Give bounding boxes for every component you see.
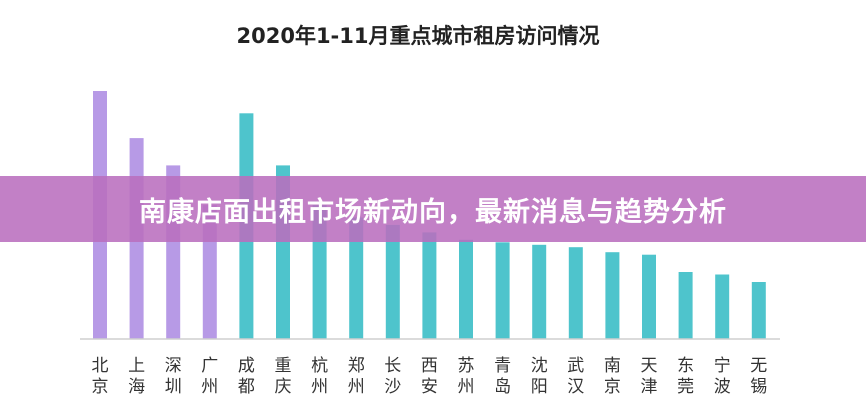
x-tick-label: 深 [165, 356, 182, 376]
x-tick-label: 东 [677, 356, 694, 376]
x-tick-label: 郑 [348, 356, 365, 376]
x-tick-label: 庆 [275, 377, 292, 397]
x-tick-label: 京 [604, 377, 621, 397]
x-tick-label: 州 [311, 377, 328, 397]
x-tick-label: 武 [567, 356, 584, 376]
x-tick-label: 州 [348, 377, 365, 397]
x-tick-label: 沈 [531, 356, 548, 376]
x-tick-label: 天 [641, 356, 658, 376]
x-tick-label: 沙 [384, 377, 401, 397]
x-tick-label: 汉 [567, 377, 584, 397]
chart-title: 2020年1-11月重点城市租房访问情况 [237, 24, 600, 48]
bar-西安 [422, 232, 437, 339]
x-tick-label: 岛 [494, 377, 511, 397]
bar-苏州 [459, 239, 473, 339]
x-tick-label: 苏 [458, 356, 475, 376]
bar-长沙 [385, 224, 400, 339]
x-tick-label: 青 [494, 356, 511, 376]
x-tick-label: 重 [275, 356, 292, 376]
x-tick-label: 长 [384, 356, 401, 376]
bar-武汉 [568, 247, 583, 339]
x-tick-label: 北 [92, 356, 109, 376]
x-tick-label: 无 [750, 356, 767, 376]
x-tick-label: 莞 [677, 377, 694, 397]
x-tick-label: 波 [714, 377, 731, 397]
bar-沈阳 [532, 244, 547, 339]
x-tick-label: 京 [92, 377, 109, 397]
x-tick-label: 阳 [531, 377, 548, 397]
x-tick-label: 锡 [750, 377, 767, 397]
x-tick-label: 都 [238, 377, 255, 397]
x-tick-label: 西 [421, 356, 438, 376]
bar-天津 [642, 254, 656, 339]
bar-青岛 [495, 242, 510, 339]
x-tick-label: 杭 [311, 356, 328, 376]
x-tick-label: 成 [238, 356, 255, 376]
bar-无锡 [751, 282, 766, 339]
x-tick-label: 南 [604, 356, 621, 376]
x-tick-label: 上 [128, 356, 145, 376]
bar-宁波 [715, 274, 730, 339]
bar-南京 [605, 252, 620, 339]
bar-郑州 [349, 217, 364, 339]
x-tick-label: 安 [421, 377, 438, 397]
x-tick-label: 海 [128, 377, 145, 397]
x-tick-label: 圳 [165, 377, 182, 397]
headline-banner: 南康店面出租市场新动向，最新消息与趋势分析 [0, 176, 866, 242]
x-tick-label: 州 [201, 377, 218, 397]
x-tick-label: 州 [458, 377, 475, 397]
x-tick-label: 宁 [714, 356, 731, 376]
headline-text: 南康店面出租市场新动向，最新消息与趋势分析 [139, 196, 727, 228]
bar-东莞 [678, 272, 693, 339]
x-tick-label: 津 [641, 377, 658, 397]
x-tick-label: 广 [201, 356, 218, 376]
